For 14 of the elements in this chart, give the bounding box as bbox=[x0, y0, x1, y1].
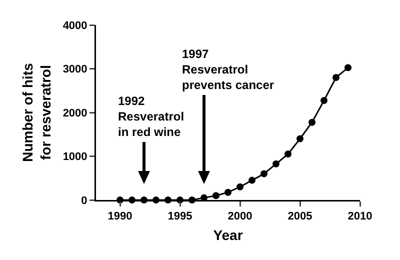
x-tick-label: 2010 bbox=[348, 210, 372, 223]
x-tick-label: 1995 bbox=[168, 210, 192, 223]
y-axis-title: Number of hits for resveratrol bbox=[19, 62, 54, 162]
y-tick-label: 2000 bbox=[62, 107, 88, 120]
y-tick-label: 1000 bbox=[62, 151, 88, 164]
y-tick-label: 3000 bbox=[62, 64, 88, 76]
x-tick-label: 1990 bbox=[108, 210, 132, 223]
x-tick-label: 2000 bbox=[228, 210, 252, 223]
x-axis-title: Year bbox=[213, 226, 244, 243]
annotation: 1992 Resveratrol in red wine bbox=[118, 94, 184, 140]
y-tick-label: 4000 bbox=[62, 20, 88, 32]
y-tick-label: 0 bbox=[81, 194, 88, 207]
annotation: 1997 Resveratrol prevents cancer bbox=[182, 47, 274, 92]
x-tick-label: 2005 bbox=[288, 210, 312, 223]
